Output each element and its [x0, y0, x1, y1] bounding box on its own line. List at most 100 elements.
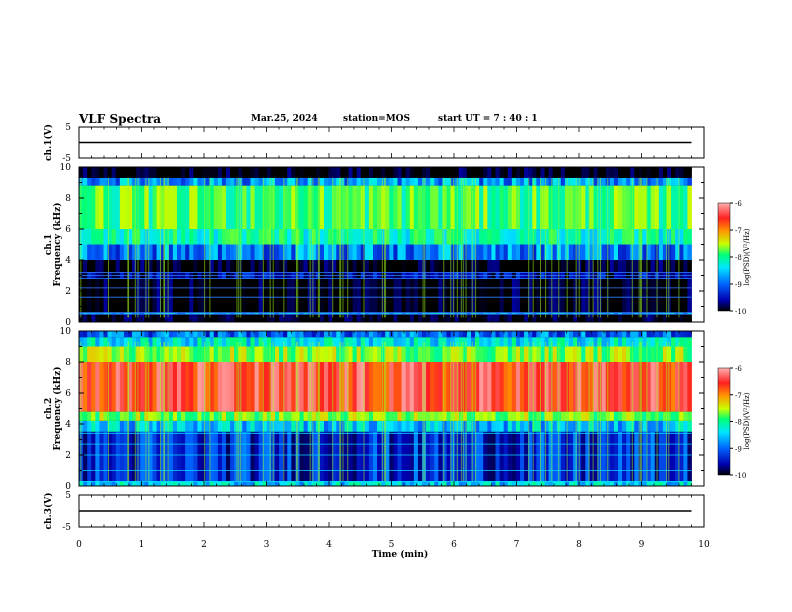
ch2-spectrogram-cell: [658, 346, 664, 362]
ch1-spectrogram-cell: [226, 244, 231, 260]
ch1-spectrogram-cell: [168, 312, 174, 315]
ch1-spectrogram-cell: [544, 260, 549, 273]
ch1-spectrogram-cell: [569, 244, 574, 260]
ch2-spectrogram-cell: [520, 337, 525, 347]
ch1-spectrogram-cell: [336, 185, 341, 229]
ch2-spectrogram-cell: [340, 331, 345, 338]
ch2-spectrogram-cell: [446, 337, 451, 347]
ch2-spectrogram-cell: [609, 337, 615, 347]
ch2-spectrogram-cell: [499, 420, 505, 432]
ch2-spectrogram-cell: [275, 481, 280, 486]
ch1-spectrogram-cell: [511, 278, 517, 313]
ch2-spectrogram-cell: [266, 420, 272, 432]
ch1-spectrogram-cell: [442, 177, 447, 186]
ch1-spectrogram-cell: [605, 167, 611, 178]
ch2-spectrogram-cell: [185, 481, 190, 486]
ch1-spectrogram-cell: [462, 167, 468, 178]
ch1-spectrogram-cell: [430, 260, 435, 273]
ch2-spectrogram-cell: [634, 331, 639, 338]
ch2-spectrogram-cell: [589, 337, 594, 347]
ch1-voltage-panel: 5-5ch.1(V): [43, 123, 705, 164]
ch2-spectrogram-cell: [148, 431, 153, 482]
ch1-spectrogram-cell: [324, 185, 329, 229]
ch2-spectrogram-cell: [360, 431, 366, 482]
ch1-spectrogram-cell: [446, 278, 451, 313]
ch1-spectrogram-cell: [548, 260, 554, 273]
ch1-spectrogram-cell: [234, 244, 239, 260]
ch2-spectrogram-cell: [409, 420, 415, 432]
ch1-spectrogram-cell: [111, 167, 117, 178]
ch2-spectrogram-cell: [491, 362, 496, 412]
ch1-spectrogram-cell: [360, 314, 366, 322]
ch2-spectrogram-cell: [662, 420, 668, 432]
ch2-spectrogram-cell: [626, 481, 631, 486]
ch1-spectrogram-cell: [168, 314, 174, 322]
ch1-spectrogram-cell: [197, 278, 202, 313]
ch2-spectrogram-cell: [299, 411, 304, 421]
ch2-spectrogram-cell: [287, 411, 292, 421]
ch1-spectrogram-cell: [573, 177, 578, 186]
ch2-spectrogram-cell: [687, 420, 692, 432]
ch2-spectrogram-cell: [536, 411, 541, 421]
ch1-spectrogram-cell: [119, 314, 125, 322]
ch1-spectrogram-cell: [507, 312, 513, 315]
ch2-spectrogram-cell: [426, 411, 431, 421]
ch2-spectrogram-cell: [662, 431, 668, 482]
ch1-spectrogram-cell: [144, 177, 149, 186]
ch2-spectrogram-cell: [152, 420, 157, 432]
ch2-spectrogram-cell: [111, 337, 117, 347]
ch2-spectrogram-cell: [479, 431, 484, 482]
ch1-spectrogram-cell: [140, 244, 145, 260]
ch2-spectrogram-cell: [405, 420, 411, 432]
ch1-spectrogram-cell: [344, 229, 349, 245]
ch2-spectrogram-cell: [185, 411, 190, 421]
ch1-spectrogram-cell: [209, 177, 215, 186]
ch1-spectrogram-cell: [646, 312, 652, 315]
ch2-spectrogram-cell: [356, 481, 362, 486]
colorbar-tick-label: -10: [735, 308, 746, 316]
ch2-spectrogram-cell: [397, 331, 402, 338]
ch2-spectrogram-cell: [209, 411, 215, 421]
ch1-spectrogram-cell: [442, 167, 447, 178]
ch1-spectrogram-cell: [303, 278, 309, 313]
ch2-spectrogram-cell: [618, 337, 623, 347]
ch2-spectrogram-cell: [589, 420, 594, 432]
ch1-spectrogram-cell: [226, 167, 231, 178]
ch2-spectrogram-cell: [254, 331, 260, 338]
ch2-spectrogram-cell: [511, 411, 517, 421]
ch1-spectrogram-cell: [618, 167, 623, 178]
ch2-spectrogram-cell: [221, 337, 227, 347]
ch1-spectrogram-cell: [499, 278, 505, 313]
ch2-spectrogram-cell: [287, 431, 292, 482]
ch1-spectrogram-cell: [515, 185, 521, 229]
ch2-spectrogram-cell: [242, 420, 247, 432]
ch1-spectrogram-cell: [201, 167, 206, 178]
ch2-spectrogram-cell: [356, 420, 362, 432]
ch1-spectrogram-cell: [242, 167, 247, 178]
x-tick-label: 6: [451, 540, 457, 550]
ch2-spectrogram-cell: [348, 362, 353, 412]
ch2-spectrogram-cell: [552, 346, 558, 362]
ch1-spectrogram-cell: [205, 312, 211, 315]
ch2-spectrogram-cell: [230, 346, 235, 362]
ch2-spectrogram-cell: [381, 431, 386, 482]
ch2-spectrogram-cell: [107, 346, 113, 362]
ch2-spectrogram-cell: [364, 411, 370, 421]
ch2-spectrogram-cell: [119, 420, 125, 432]
ch2-spectrogram-cell: [311, 411, 317, 421]
ch1-spectrogram-cell: [573, 260, 578, 273]
ch1-spectrogram-cell: [221, 278, 227, 313]
ch2-spectrogram-cell: [687, 411, 692, 421]
ch1-spectrogram-cell: [291, 314, 296, 322]
ch2-spectrogram-cell: [397, 431, 402, 482]
ch2-spectrogram-cell: [205, 346, 211, 362]
ch2-spectrogram-cell: [373, 362, 378, 412]
ch1-spectrogram-cell: [201, 177, 206, 186]
ch2-spectrogram-cell: [234, 431, 239, 482]
ch1-spectrogram-cell: [299, 314, 304, 322]
ch2-spectrogram-cell: [275, 411, 280, 421]
ch2-spectrogram-cell: [95, 331, 100, 338]
ch1-spectrogram-cell: [246, 278, 251, 313]
ch2-spectrogram-cell: [111, 346, 117, 362]
ch2-spectrogram-cell: [389, 411, 394, 421]
